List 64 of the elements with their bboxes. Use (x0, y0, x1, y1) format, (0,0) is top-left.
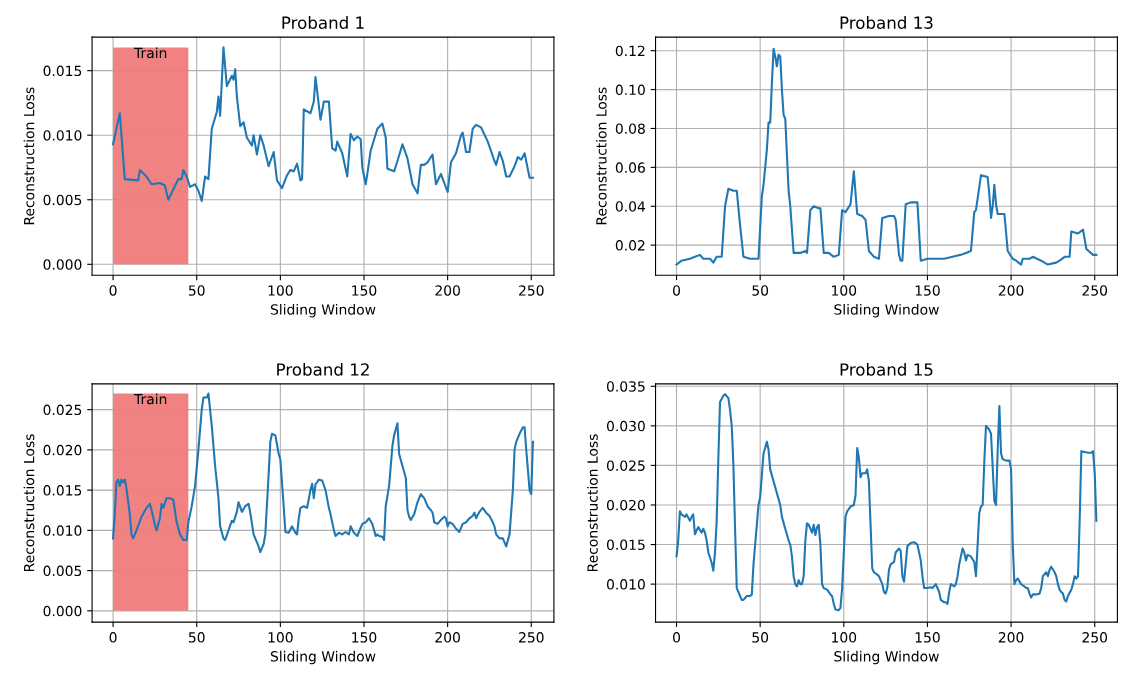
line-series (112, 392, 534, 554)
x-axis-title: Sliding Window (834, 303, 939, 318)
y-tick-label: 0.12 (615, 45, 645, 57)
y-tick-label: 0.025 (606, 460, 645, 471)
chart-title: Proband 13 (840, 16, 933, 29)
x-tick-label: 50 (752, 632, 769, 643)
y-tick-label: 0.005 (43, 194, 82, 206)
y-tick-label: 0.02 (615, 240, 645, 251)
chart-title: Proband 1 (282, 16, 364, 29)
y-tick-label: 0.020 (606, 499, 645, 511)
x-tick-label: 100 (268, 632, 293, 643)
y-tick-label: 0.010 (43, 130, 82, 141)
x-tick-label: 50 (188, 285, 205, 296)
band-label: Train (134, 393, 167, 405)
y-tick-label: 0.06 (615, 162, 645, 173)
x-axis-title: Sliding Window (834, 650, 939, 665)
x-tick-label: 150 (915, 285, 940, 296)
x-tick-label: 100 (268, 285, 293, 296)
x-tick-label: 0 (109, 285, 117, 296)
chart-title: Proband 12 (277, 362, 369, 376)
y-tick-label: 0.025 (43, 404, 82, 416)
x-tick-label: 100 (832, 632, 857, 643)
x-tick-label: 250 (519, 632, 544, 643)
x-tick-label: 200 (998, 285, 1024, 296)
y-tick-label: 0.005 (43, 565, 82, 577)
x-tick-label: 50 (188, 632, 205, 643)
y-tick-label: 0.020 (43, 444, 82, 456)
y-tick-label: 0.08 (615, 123, 645, 134)
line-series (112, 46, 534, 203)
x-tick-label: 100 (832, 285, 857, 296)
x-tick-label: 200 (435, 285, 460, 296)
x-tick-label: 50 (752, 285, 769, 296)
line-series (675, 393, 1098, 612)
y-tick-label: 0.000 (43, 259, 82, 270)
x-tick-label: 150 (352, 632, 377, 643)
y-axis-title: Reconstruction Loss (595, 87, 607, 225)
y-axis-title: Reconstruction Loss (23, 87, 35, 225)
y-tick-label: 0.015 (43, 65, 82, 77)
x-tick-label: 200 (435, 632, 460, 643)
x-axis-title: Sliding Window (270, 650, 376, 665)
y-axis-title: Reconstruction Loss (587, 434, 598, 572)
line-series (675, 47, 1098, 266)
y-tick-label: 0.015 (43, 485, 82, 496)
y-tick-label: 0.10 (615, 84, 645, 96)
x-tick-label: 250 (1082, 285, 1108, 296)
x-axis-title: Sliding Window (270, 303, 376, 318)
y-tick-label: 0.010 (606, 579, 645, 590)
x-tick-label: 150 (915, 632, 940, 643)
x-tick-label: 0 (673, 285, 681, 296)
y-tick-label: 0.010 (43, 525, 82, 536)
x-tick-label: 0 (109, 632, 117, 643)
x-tick-label: 200 (998, 632, 1024, 643)
band-label: Train (134, 47, 167, 59)
y-tick-label: 0.035 (606, 381, 645, 392)
y-axis-title: Reconstruction Loss (23, 434, 35, 572)
y-tick-label: 0.030 (606, 420, 645, 432)
x-tick-label: 0 (673, 632, 681, 643)
x-tick-label: 250 (519, 285, 544, 296)
chart-title: Proband 15 (840, 362, 933, 376)
y-tick-label: 0.000 (43, 605, 82, 617)
y-tick-label: 0.04 (615, 201, 646, 212)
x-tick-label: 250 (1082, 632, 1108, 643)
y-tick-label: 0.015 (606, 539, 645, 551)
x-tick-label: 150 (352, 285, 377, 296)
